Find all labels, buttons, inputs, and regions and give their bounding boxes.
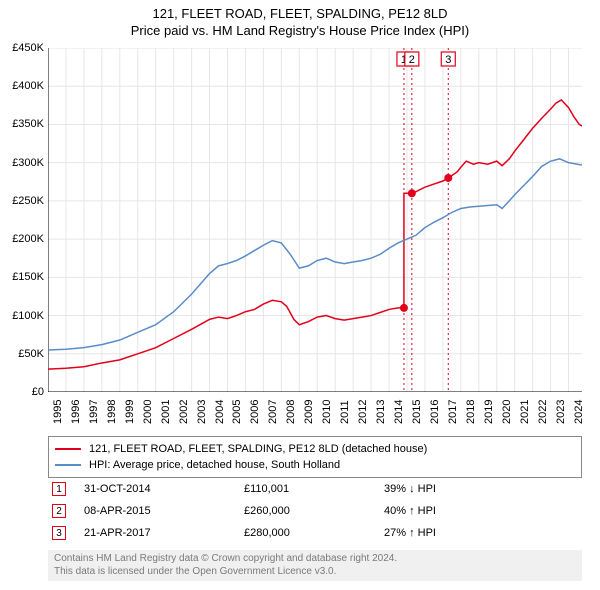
legend-swatch — [55, 448, 81, 450]
event-delta: 39% ↓ HPI — [384, 483, 524, 495]
x-tick-label: 1995 — [52, 400, 64, 424]
legend-row: 121, FLEET ROAD, FLEET, SPALDING, PE12 8… — [55, 441, 575, 457]
svg-text:2: 2 — [409, 54, 415, 66]
x-tick-label: 2007 — [267, 400, 279, 424]
x-tick-label: 2019 — [483, 400, 495, 424]
x-axis-labels: 1995 1996 1997 1998 1999 2000 2001 2002 2003 2004… — [48, 394, 582, 434]
x-tick-label: 2004 — [214, 400, 226, 424]
x-tick-label: 2017 — [447, 400, 459, 424]
legend-label: 121, FLEET ROAD, FLEET, SPALDING, PE12 8… — [89, 443, 427, 455]
event-price: £280,000 — [244, 527, 384, 539]
chart-svg: 123 — [48, 48, 582, 392]
legend-swatch — [55, 464, 81, 466]
y-tick-label: £200K — [0, 233, 44, 245]
x-tick-label: 2000 — [142, 400, 154, 424]
events-table: 1 31-OCT-2014£110,00139% ↓ HPI 2 08-APR-201… — [48, 478, 582, 544]
x-tick-label: 2010 — [321, 400, 333, 424]
event-row: 1 31-OCT-2014£110,00139% ↓ HPI — [48, 478, 582, 500]
x-tick-label: 2013 — [375, 400, 387, 424]
x-tick-label: 2008 — [285, 400, 297, 424]
event-marker-box: 2 — [52, 504, 66, 518]
y-tick-label: £300K — [0, 157, 44, 169]
y-tick-label: £50K — [0, 348, 44, 360]
y-tick-label: £450K — [0, 42, 44, 54]
legend-label: HPI: Average price, detached house, Sout… — [89, 459, 340, 471]
y-tick-label: £100K — [0, 310, 44, 322]
x-tick-label: 1999 — [124, 400, 136, 424]
y-tick-label: £250K — [0, 195, 44, 207]
x-tick-label: 2015 — [411, 400, 423, 424]
x-tick-label: 2005 — [231, 400, 243, 424]
legend-box: 121, FLEET ROAD, FLEET, SPALDING, PE12 8… — [48, 436, 582, 478]
x-tick-label: 1998 — [106, 400, 118, 424]
y-axis-labels: £0£50K£100K£150K£200K£250K£300K£350K£400… — [0, 48, 46, 392]
y-tick-label: £350K — [0, 118, 44, 130]
event-date: 08-APR-2015 — [84, 505, 244, 517]
footer-line2: This data is licensed under the Open Gov… — [54, 566, 576, 579]
event-row: 2 08-APR-2015£260,00040% ↑ HPI — [48, 500, 582, 522]
x-tick-label: 2020 — [501, 400, 513, 424]
x-tick-label: 1996 — [70, 400, 82, 424]
x-tick-label: 2014 — [393, 400, 405, 424]
footer-line1: Contains HM Land Registry data © Crown c… — [54, 553, 576, 566]
event-price: £260,000 — [244, 505, 384, 517]
x-tick-label: 2018 — [465, 400, 477, 424]
x-tick-label: 2001 — [160, 400, 172, 424]
chart-container: 121, FLEET ROAD, FLEET, SPALDING, PE12 8… — [0, 0, 600, 590]
y-tick-label: £400K — [0, 80, 44, 92]
title-subtitle: Price paid vs. HM Land Registry's House … — [0, 21, 600, 42]
x-tick-label: 2016 — [429, 400, 441, 424]
chart-plot-area: 123 — [48, 48, 582, 392]
event-marker-box: 3 — [52, 526, 66, 540]
event-date: 31-OCT-2014 — [84, 483, 244, 495]
x-tick-label: 2009 — [303, 400, 315, 424]
x-tick-label: 1997 — [88, 400, 100, 424]
event-date: 21-APR-2017 — [84, 527, 244, 539]
event-row: 3 21-APR-2017£280,00027% ↑ HPI — [48, 522, 582, 544]
legend-row: HPI: Average price, detached house, Sout… — [55, 457, 575, 473]
event-delta: 27% ↑ HPI — [384, 527, 524, 539]
x-tick-label: 2024 — [573, 400, 585, 424]
x-tick-label: 2006 — [249, 400, 261, 424]
svg-text:3: 3 — [445, 54, 451, 66]
x-tick-label: 2021 — [519, 400, 531, 424]
event-delta: 40% ↑ HPI — [384, 505, 524, 517]
event-price: £110,001 — [244, 483, 384, 495]
x-tick-label: 2022 — [537, 400, 549, 424]
x-tick-label: 2011 — [339, 400, 351, 424]
x-tick-label: 2023 — [555, 400, 567, 424]
y-tick-label: £0 — [0, 386, 44, 398]
x-tick-label: 2012 — [357, 400, 369, 424]
footer-licence: Contains HM Land Registry data © Crown c… — [48, 550, 582, 581]
x-tick-label: 2003 — [196, 400, 208, 424]
title-address: 121, FLEET ROAD, FLEET, SPALDING, PE12 8… — [0, 0, 600, 21]
event-marker-box: 1 — [52, 482, 66, 496]
x-tick-label: 2002 — [178, 400, 190, 424]
y-tick-label: £150K — [0, 271, 44, 283]
